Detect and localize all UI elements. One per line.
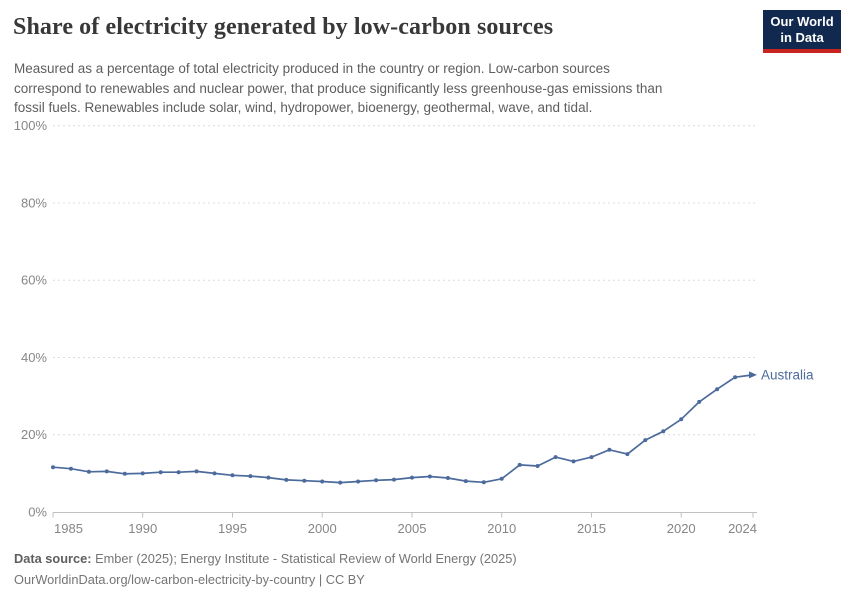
data-point: [643, 438, 648, 443]
series-line: [52, 374, 754, 484]
data-source-line: Data source: Ember (2025); Energy Instit…: [14, 549, 517, 570]
data-point: [248, 474, 253, 479]
data-point: [445, 476, 450, 480]
owid-logo-line2: in Data: [780, 30, 824, 45]
y-axis-label: 80%: [21, 195, 47, 210]
data-point: [86, 469, 91, 474]
data-point: [158, 470, 163, 475]
y-axis-label: 40%: [21, 350, 47, 365]
data-point: [320, 479, 325, 484]
data-point: [517, 462, 522, 467]
data-point: [140, 471, 145, 476]
data-point: [392, 477, 396, 482]
data-point: [68, 466, 73, 471]
data-point: [481, 480, 486, 485]
y-axis-label: 60%: [21, 273, 47, 288]
y-axis-label: 0%: [28, 505, 47, 520]
data-point: [535, 464, 540, 468]
subtitle-line: Measured as a percentage of total electr…: [14, 61, 610, 76]
data-point: [51, 465, 55, 470]
data-point: [661, 429, 666, 434]
x-axis-label: 2024: [728, 521, 757, 536]
data-point: [410, 475, 414, 480]
data-point: [230, 473, 235, 478]
data-point: [625, 452, 630, 457]
data-point: [356, 479, 361, 484]
data-point: [553, 455, 558, 460]
end-arrow-icon: [749, 371, 757, 379]
x-axis-label: 1990: [128, 521, 157, 536]
subtitle-line: fossil fuels. Renewables include solar, …: [14, 100, 593, 115]
y-axis-label: 100%: [14, 118, 48, 133]
data-point: [571, 459, 576, 464]
data-point: [499, 476, 504, 481]
x-axis-label: 2000: [308, 521, 337, 536]
chart-footer: Data source: Ember (2025); Energy Instit…: [14, 549, 517, 590]
data-source-text: Ember (2025); Energy Institute - Statist…: [91, 551, 517, 566]
x-axis-label: 1985: [54, 521, 83, 536]
data-point: [194, 469, 199, 474]
data-point: [427, 474, 432, 479]
data-point: [266, 475, 271, 480]
entity-label: Australia: [761, 367, 814, 382]
subtitle-line: correspond to renewables and nuclear pow…: [14, 80, 663, 96]
data-point: [715, 387, 720, 392]
x-axis-label: 2010: [487, 521, 516, 536]
data-point: [302, 478, 307, 483]
data-point: [338, 480, 343, 485]
data-point: [463, 479, 468, 484]
data-point: [104, 469, 109, 474]
data-point: [607, 447, 612, 452]
chart-subtitle: Measured as a percentage of total electr…: [14, 59, 662, 118]
data-point: [176, 470, 181, 475]
y-axis-label: 20%: [21, 427, 47, 442]
data-source-label: Data source:: [14, 551, 92, 566]
data-point: [374, 478, 379, 483]
data-point: [284, 477, 289, 482]
data-point: [697, 399, 702, 404]
data-point: [679, 417, 684, 422]
owid-logo-line1: Our World: [770, 14, 834, 29]
x-axis-label: 2005: [398, 521, 427, 536]
data-point: [122, 471, 127, 476]
x-axis-label: 2020: [667, 521, 696, 536]
data-point: [589, 455, 594, 460]
license-line: OurWorldinData.org/low-carbon-electricit…: [14, 571, 365, 587]
owid-logo: Our World in Data: [763, 10, 841, 53]
page-title: Share of electricity generated by low-ca…: [13, 14, 554, 40]
data-point: [212, 471, 217, 476]
data-point: [733, 375, 738, 380]
x-axis-label: 1995: [218, 521, 247, 536]
x-axis-label: 2015: [577, 521, 606, 536]
